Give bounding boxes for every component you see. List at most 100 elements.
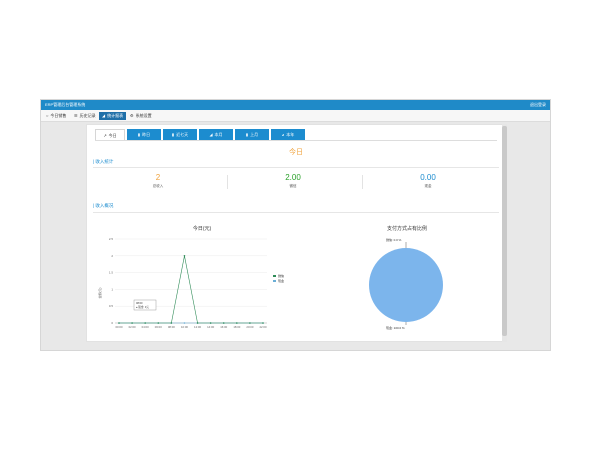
data-point bbox=[249, 322, 251, 324]
stat-label: 总收入 bbox=[152, 184, 164, 188]
legend-swatch bbox=[273, 275, 276, 277]
x-tick-label: 18:00 bbox=[233, 325, 240, 329]
stat-wechat: 2.00 微信 bbox=[228, 173, 358, 189]
app-title: ERP管理后台管理系统 bbox=[45, 102, 86, 107]
data-point bbox=[157, 322, 160, 324]
y-axis-label: 金额(元) bbox=[97, 288, 102, 299]
menu-item-reports[interactable]: ◢ 统计报表 bbox=[99, 112, 127, 120]
pie-label-wechat: 微信: 0.0 % bbox=[386, 237, 402, 242]
list-icon: ☰ bbox=[74, 113, 78, 118]
scrollbar[interactable] bbox=[502, 124, 507, 342]
x-tick-label: 02:00 bbox=[129, 325, 136, 329]
line-chart: 今日(元) 金额(元) 0 0.5 1 1.5 2 2.5 00:00 02:00 04:00 0… bbox=[97, 225, 284, 329]
y-tick-label: 1 bbox=[111, 287, 113, 291]
data-point bbox=[183, 322, 186, 324]
pie-chart-icon: ◕ bbox=[281, 132, 285, 137]
tab-label: 近七天 bbox=[176, 132, 189, 137]
x-tick-label: 22:00 bbox=[260, 325, 267, 329]
data-point bbox=[196, 322, 199, 324]
y-tick-label: 2 bbox=[111, 254, 113, 258]
chart-legend: 微信 现金 bbox=[273, 273, 284, 283]
data-point bbox=[131, 322, 133, 324]
gear-icon: ⚙ bbox=[130, 113, 134, 118]
tab-label: 本月 bbox=[214, 132, 223, 137]
tab-label: 上月 bbox=[250, 132, 259, 137]
section-title-stats: | 收入统计 bbox=[93, 159, 114, 164]
tooltip-line: ● 现金: 0元 bbox=[136, 305, 149, 309]
data-point bbox=[209, 322, 212, 324]
legend-label: 微信 bbox=[278, 273, 284, 278]
title-bar: ERP管理后台管理系统 退出登录 bbox=[41, 100, 550, 110]
pie-chart-title: 支付方式占有比例 bbox=[387, 225, 427, 232]
bar-chart-icon: ▮ bbox=[245, 132, 249, 137]
app-window: ERP管理后台管理系统 退出登录 ○ 今日销售 ☰ 历史记录 ◢ 统计报表 ⚙ 系统设置… bbox=[40, 99, 551, 351]
x-tick-label: 04:00 bbox=[142, 325, 149, 329]
data-point bbox=[170, 322, 173, 324]
chart-line-icon: ↗ bbox=[103, 133, 107, 138]
data-point bbox=[222, 322, 225, 324]
stat-value: 0.00 bbox=[420, 173, 436, 182]
stat-label: 微信 bbox=[289, 184, 297, 188]
x-tick-label: 08:00 bbox=[168, 325, 175, 329]
stat-cash: 0.00 现金 bbox=[363, 173, 493, 189]
x-tick-label: 12:00 bbox=[194, 325, 201, 329]
chart-tooltip: 08:00 ● 现金: 0元 bbox=[133, 299, 157, 311]
legend-swatch bbox=[273, 280, 276, 282]
report-panel: ↗ 今日 ▮ 昨日 ▮ 近七天 ◢ 本月 ▮ 上月 ◕ 本年 今日 | 收入统计 2 总收入… bbox=[86, 124, 504, 342]
day-title: 今日 bbox=[289, 149, 303, 156]
tab-last-7-days[interactable]: ▮ 近七天 bbox=[163, 129, 197, 140]
x-tick-label: 10:00 bbox=[181, 325, 188, 329]
y-tick-label: 0.5 bbox=[109, 304, 114, 308]
stat-divider bbox=[227, 175, 228, 189]
x-tick-label: 00:00 bbox=[116, 325, 123, 329]
x-tick-label: 20:00 bbox=[246, 325, 253, 329]
menu-label: 统计报表 bbox=[107, 113, 124, 118]
x-tick-label: 16:00 bbox=[220, 325, 227, 329]
chart-icon: ◢ bbox=[102, 113, 106, 118]
bar-chart-icon: ▮ bbox=[137, 132, 141, 137]
tab-this-month[interactable]: ◢ 本月 bbox=[199, 129, 233, 140]
line-chart-title: 今日(元) bbox=[193, 225, 212, 232]
stat-value: 2 bbox=[155, 173, 161, 182]
pie-slice-cash bbox=[369, 248, 443, 322]
data-point bbox=[183, 255, 186, 257]
logout-link[interactable]: 退出登录 bbox=[530, 102, 546, 107]
legend-label: 现金 bbox=[278, 278, 284, 283]
menu-bar: ○ 今日销售 ☰ 历史记录 ◢ 统计报表 ⚙ 系统设置 bbox=[41, 110, 550, 122]
section-divider bbox=[93, 212, 499, 213]
menu-item-history[interactable]: ☰ 历史记录 bbox=[71, 112, 99, 120]
stat-divider bbox=[362, 175, 363, 189]
tab-yesterday[interactable]: ▮ 昨日 bbox=[127, 129, 161, 140]
circle-icon: ○ bbox=[46, 113, 49, 118]
stat-label: 现金 bbox=[424, 184, 432, 188]
pie-label-cash: 现金: 100.0 % bbox=[386, 325, 405, 330]
menu-label: 系统设置 bbox=[135, 113, 152, 118]
y-tick-label: 0 bbox=[111, 321, 113, 325]
tab-label: 本年 bbox=[286, 132, 295, 137]
menu-label: 历史记录 bbox=[79, 113, 96, 118]
tab-last-month[interactable]: ▮ 上月 bbox=[235, 129, 269, 140]
x-tick-label: 14:00 bbox=[207, 325, 214, 329]
data-point bbox=[236, 322, 238, 324]
tooltip-box bbox=[133, 299, 157, 311]
tab-this-year[interactable]: ◕ 本年 bbox=[271, 129, 305, 140]
tab-label: 昨日 bbox=[142, 132, 151, 137]
section-title-overview: | 收入概况 bbox=[93, 203, 114, 208]
data-point bbox=[262, 322, 264, 324]
series-line-wechat bbox=[119, 255, 263, 324]
menu-item-today-sales[interactable]: ○ 今日销售 bbox=[43, 112, 69, 120]
tabs-divider bbox=[95, 140, 497, 141]
tab-today[interactable]: ↗ 今日 bbox=[95, 129, 125, 140]
area-chart-icon: ◢ bbox=[209, 132, 213, 137]
tab-label: 今日 bbox=[108, 133, 117, 138]
bar-chart-icon: ▮ bbox=[171, 132, 175, 137]
x-tick-label: 06:00 bbox=[155, 325, 162, 329]
stat-total: 2 总收入 bbox=[93, 173, 223, 189]
tooltip-title: 08:00 bbox=[136, 301, 143, 305]
data-point bbox=[144, 322, 146, 324]
menu-item-settings[interactable]: ⚙ 系统设置 bbox=[127, 112, 155, 120]
scrollbar-thumb[interactable] bbox=[502, 126, 507, 336]
menu-label: 今日销售 bbox=[50, 113, 67, 118]
stat-value: 2.00 bbox=[285, 173, 301, 182]
y-tick-label: 1.5 bbox=[109, 271, 114, 275]
